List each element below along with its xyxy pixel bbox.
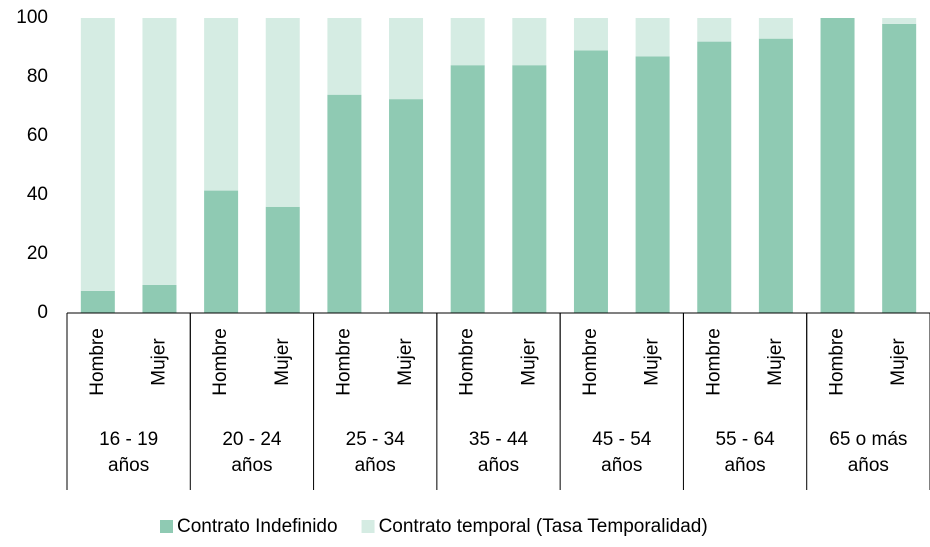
bar-segment	[389, 99, 424, 313]
group-label: 65 o más años	[829, 429, 908, 476]
bar-segment	[635, 56, 670, 313]
legend-label: Contrato temporal (Tasa Temporalidad)	[379, 516, 708, 537]
bar-segment	[573, 18, 608, 51]
y-tick-label: 80	[27, 66, 48, 87]
y-tick-label: 100	[16, 7, 48, 28]
x-tick-label: Mujer	[765, 338, 786, 386]
bar-segment	[327, 18, 362, 95]
bar-segment	[820, 18, 855, 313]
bar-segment	[80, 290, 115, 313]
x-tick-label: Mujer	[395, 338, 416, 386]
x-tick-label: Hombre	[333, 328, 354, 396]
legend-label: Contrato Indefinido	[177, 516, 338, 537]
y-tick-label: 0	[37, 302, 48, 323]
legend-swatch	[361, 520, 375, 533]
x-tick-label: Hombre	[87, 328, 108, 396]
group-label: 20 - 24 años	[222, 429, 282, 476]
bar-segment	[204, 18, 239, 191]
y-tick-label: 20	[27, 243, 48, 264]
x-tick-label: Hombre	[210, 328, 231, 396]
bar-segment	[204, 190, 239, 313]
y-tick-label: 60	[27, 125, 48, 146]
bar-segment	[512, 18, 547, 66]
bar-segment	[142, 18, 177, 285]
x-tick-label: Mujer	[642, 338, 663, 386]
group-label: 16 - 19 años	[99, 429, 159, 476]
bar-segment	[265, 18, 300, 207]
bar-segment	[80, 18, 115, 291]
x-tick-label: Hombre	[703, 328, 724, 396]
group-label: 35 - 44 años	[468, 429, 529, 476]
bar-segment	[635, 18, 670, 57]
bar-segment	[758, 38, 793, 314]
bar-segment	[450, 18, 485, 66]
x-tick-label: Hombre	[457, 328, 478, 396]
bar-segment	[697, 18, 732, 42]
y-tick-label: 40	[27, 184, 48, 205]
group-label: 55 - 64 años	[715, 429, 775, 476]
bar-segment	[327, 94, 362, 313]
x-tick-label: Mujer	[518, 338, 539, 386]
x-tick-label: Hombre	[827, 328, 848, 396]
bar-segment	[142, 284, 177, 313]
bar-segment	[573, 50, 608, 313]
bar-segment	[882, 18, 917, 24]
bar-segment	[450, 65, 485, 313]
x-tick-label: Hombre	[580, 328, 601, 396]
legend-swatch	[160, 520, 173, 533]
bar-segment	[512, 65, 547, 313]
bar-segment	[265, 206, 300, 313]
x-tick-label: Mujer	[272, 338, 293, 386]
bar-segment	[389, 18, 424, 100]
x-tick-label: Mujer	[888, 338, 909, 386]
bar-segment	[697, 41, 732, 313]
x-tick-label: Mujer	[148, 338, 169, 386]
group-label: 25 - 34 años	[345, 429, 405, 476]
group-label: 45 - 54 años	[592, 429, 652, 476]
bar-segment	[882, 23, 917, 314]
bar-segment	[758, 18, 793, 39]
